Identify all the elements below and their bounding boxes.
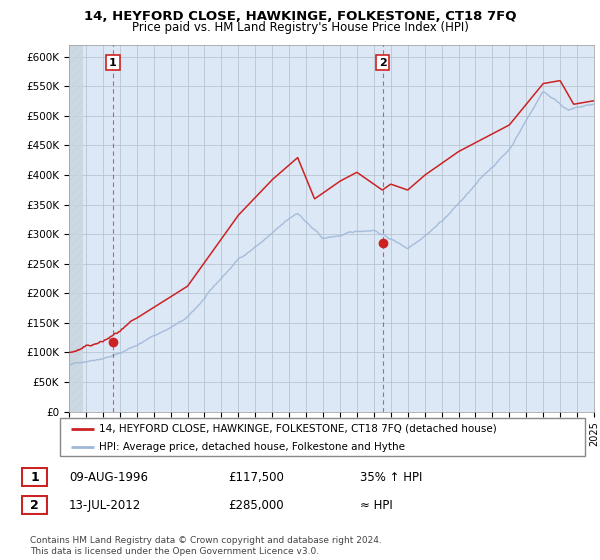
Text: Price paid vs. HM Land Registry's House Price Index (HPI): Price paid vs. HM Land Registry's House …: [131, 21, 469, 34]
Text: 14, HEYFORD CLOSE, HAWKINGE, FOLKESTONE, CT18 7FQ (detached house): 14, HEYFORD CLOSE, HAWKINGE, FOLKESTONE,…: [100, 424, 497, 434]
Text: 14, HEYFORD CLOSE, HAWKINGE, FOLKESTONE, CT18 7FQ: 14, HEYFORD CLOSE, HAWKINGE, FOLKESTONE,…: [84, 10, 516, 22]
Text: 09-AUG-1996: 09-AUG-1996: [69, 470, 148, 484]
Text: Contains HM Land Registry data © Crown copyright and database right 2024.
This d: Contains HM Land Registry data © Crown c…: [30, 536, 382, 556]
Text: £285,000: £285,000: [228, 498, 284, 512]
Text: 2: 2: [379, 58, 386, 68]
FancyBboxPatch shape: [22, 468, 47, 486]
FancyBboxPatch shape: [22, 496, 47, 514]
Text: 2: 2: [30, 498, 39, 512]
FancyBboxPatch shape: [60, 418, 585, 456]
Text: HPI: Average price, detached house, Folkestone and Hythe: HPI: Average price, detached house, Folk…: [100, 442, 406, 452]
Text: 35% ↑ HPI: 35% ↑ HPI: [360, 470, 422, 484]
Text: ≈ HPI: ≈ HPI: [360, 498, 393, 512]
Text: 13-JUL-2012: 13-JUL-2012: [69, 498, 141, 512]
Text: £117,500: £117,500: [228, 470, 284, 484]
Text: 1: 1: [109, 58, 117, 68]
Text: 1: 1: [30, 470, 39, 484]
